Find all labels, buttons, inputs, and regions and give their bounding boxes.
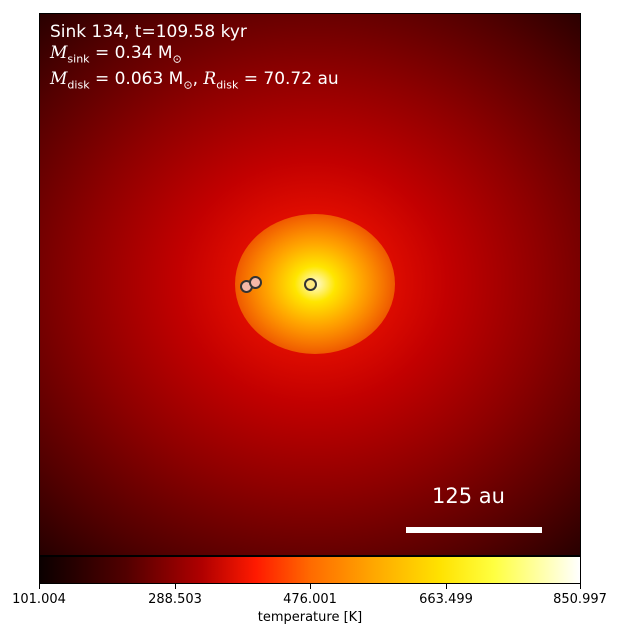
colorbar-tick-label: 101.004 <box>12 592 66 607</box>
colorbar-tick <box>310 584 311 589</box>
sink-marker-middle <box>249 276 262 289</box>
scale-bar <box>406 527 542 533</box>
colorbar-tick-label: 850.997 <box>553 592 607 607</box>
colorbar-tick <box>446 584 447 589</box>
temperature-map: Sink 134, t=109.58 kyr Msink = 0.34 M⊙ M… <box>39 13 581 556</box>
colorbar-tick-label: 476.001 <box>283 592 337 607</box>
sink-info: Sink 134, t=109.58 kyr Msink = 0.34 M⊙ M… <box>50 22 339 96</box>
disk-props: Mdisk = 0.063 M⊙, Rdisk = 70.72 au <box>50 69 339 92</box>
colorbar-tick <box>39 584 40 589</box>
colorbar-label: temperature [K] <box>257 610 363 625</box>
sink-marker-center <box>304 278 317 291</box>
colorbar <box>39 556 581 584</box>
colorbar-tick-label: 663.499 <box>419 592 473 607</box>
colorbar-tick <box>580 584 581 589</box>
scale-bar-label: 125 au <box>432 484 505 508</box>
colorbar-tick-label: 288.503 <box>148 592 202 607</box>
sink-mass: Msink = 0.34 M⊙ <box>50 43 182 66</box>
colorbar-tick <box>175 584 176 589</box>
sink-id-time: Sink 134, t=109.58 kyr <box>50 22 247 42</box>
